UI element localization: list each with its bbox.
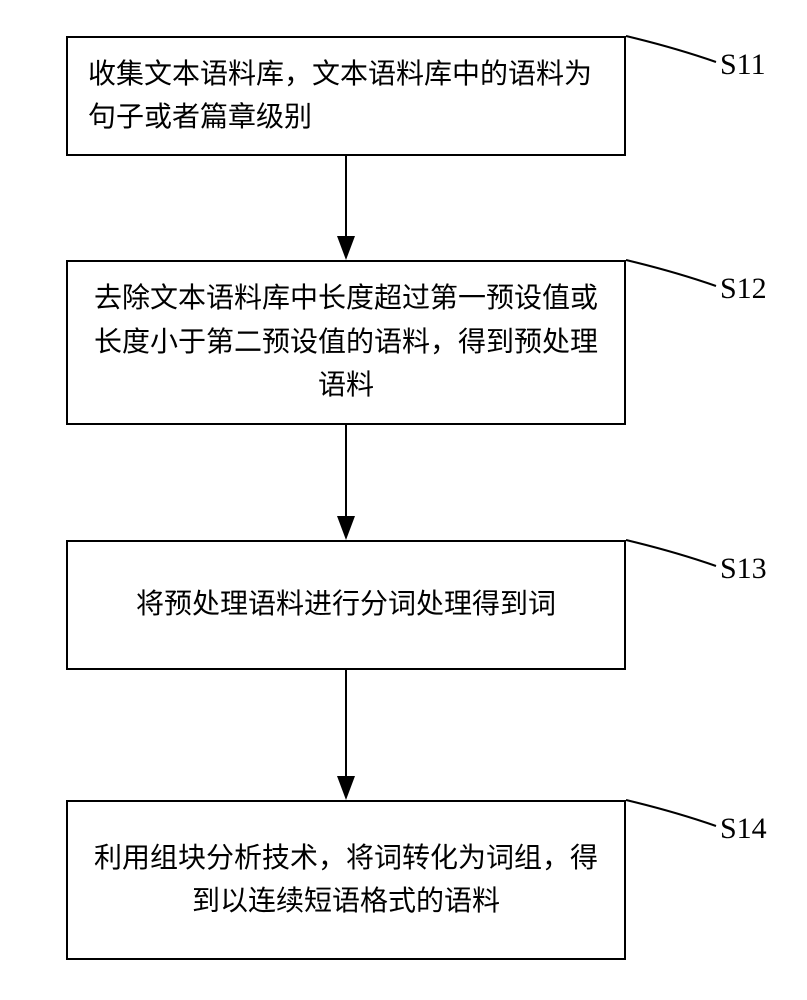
step-label-s11: S11 xyxy=(720,48,766,82)
flow-node-s12: 去除文本语料库中长度超过第一预设值或长度小于第二预设值的语料，得到预处理语料 xyxy=(66,260,626,425)
step-label-s12: S12 xyxy=(720,272,767,306)
flow-node-s11: 收集文本语料库，文本语料库中的语料为句子或者篇章级别 xyxy=(66,36,626,156)
flow-node-s12-text: 去除文本语料库中长度超过第一预设值或长度小于第二预设值的语料，得到预处理语料 xyxy=(88,277,604,407)
flow-node-s13-text: 将预处理语料进行分词处理得到词 xyxy=(88,583,604,626)
flow-node-s14: 利用组块分析技术，将词转化为词组，得到以连续短语格式的语料 xyxy=(66,800,626,960)
step-label-s13: S13 xyxy=(720,552,767,586)
step-label-s14: S14 xyxy=(720,812,767,846)
flow-node-s13: 将预处理语料进行分词处理得到词 xyxy=(66,540,626,670)
flow-node-s11-text: 收集文本语料库，文本语料库中的语料为句子或者篇章级别 xyxy=(88,53,604,140)
flowchart-canvas: 收集文本语料库，文本语料库中的语料为句子或者篇章级别 去除文本语料库中长度超过第… xyxy=(0,0,807,1000)
flow-node-s14-text: 利用组块分析技术，将词转化为词组，得到以连续短语格式的语料 xyxy=(88,837,604,924)
